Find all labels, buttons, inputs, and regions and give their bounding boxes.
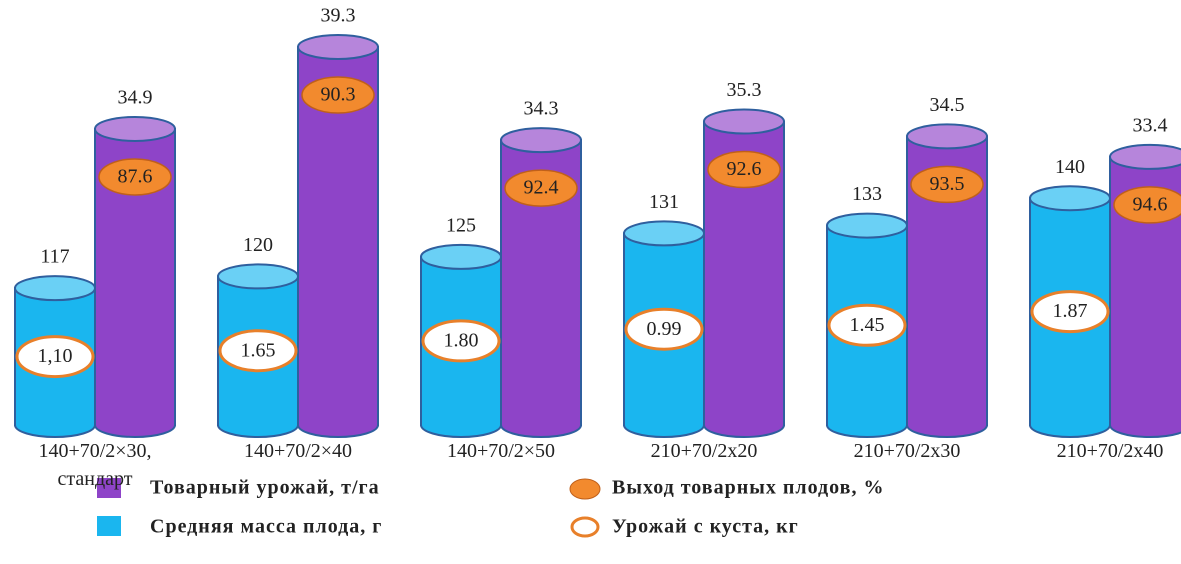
cylinder-top: [906, 123, 988, 150]
legend-swatch: [97, 478, 121, 498]
data-label: 39.3: [321, 5, 356, 27]
data-label: 0.99: [647, 318, 682, 340]
data-label: 1,10: [38, 345, 73, 367]
data-label: 34.9: [118, 87, 153, 109]
legend-label: Средняя масса плода, г: [150, 516, 382, 538]
data-label: 33.4: [1133, 114, 1168, 136]
data-label: 1.65: [241, 339, 276, 361]
legend-swatch: [569, 478, 601, 500]
percent-marker: [707, 150, 781, 189]
percent-marker: [98, 158, 172, 196]
data-label: 35.3: [727, 79, 762, 101]
data-label: 92.6: [727, 158, 762, 180]
bush-yield-marker: [218, 329, 298, 373]
bush-yield-marker: [421, 319, 501, 363]
data-label: 1.87: [1053, 300, 1088, 322]
cylinder-top: [14, 275, 96, 302]
data-label: 1.45: [850, 314, 885, 336]
legend-label: Выход товарных плодов, %: [612, 477, 884, 499]
data-label: 133: [852, 183, 882, 205]
cylinder-top: [217, 263, 299, 290]
data-label: 90.3: [321, 84, 356, 106]
data-label: 125: [446, 214, 476, 236]
legend-swatch: [570, 516, 600, 538]
data-label: 94.6: [1133, 193, 1168, 215]
cylinder-top: [500, 127, 582, 154]
data-label: 93.5: [930, 173, 965, 195]
x-tick-label: 210+70/2x20: [650, 440, 758, 462]
percent-marker: [1113, 186, 1181, 224]
data-label: 1.80: [444, 330, 479, 352]
bush-yield-marker: [1030, 290, 1110, 334]
cylinder-top: [703, 108, 785, 135]
x-tick-label: 210+70/2x30: [853, 440, 961, 462]
cylinder-top: [420, 243, 502, 270]
bush-yield-marker: [15, 335, 95, 379]
x-tick-label: 140+70/2×50: [446, 440, 556, 462]
bush-yield-marker: [827, 303, 907, 347]
x-tick-label: 210+70/2x40: [1056, 440, 1164, 462]
cylinder-top: [1029, 185, 1111, 212]
data-label: 117: [40, 246, 69, 268]
data-label: 131: [649, 191, 679, 213]
legend-swatch: [97, 516, 121, 536]
cylinder-top: [826, 212, 908, 239]
x-tick-label: 140+70/2×30, стандарт: [38, 440, 152, 490]
data-label: 87.6: [118, 166, 153, 188]
percent-marker: [910, 165, 984, 204]
cylinder-top: [623, 220, 705, 247]
cylinder-top: [94, 115, 176, 142]
data-label: 120: [243, 234, 273, 256]
cylinder-top: [1109, 143, 1181, 170]
cylinder-top: [297, 34, 379, 61]
percent-marker: [504, 169, 578, 207]
data-label: 140: [1055, 156, 1085, 178]
data-label: 92.4: [524, 177, 559, 199]
legend-label: Товарный урожай, т/га: [150, 477, 380, 499]
percent-marker: [301, 76, 375, 114]
bush-yield-marker: [624, 307, 704, 351]
x-tick-label: 140+70/2×40: [243, 440, 353, 462]
legend-label: Урожай с куста, кг: [612, 516, 799, 538]
data-label: 34.5: [930, 94, 965, 116]
data-label: 34.3: [524, 98, 559, 120]
